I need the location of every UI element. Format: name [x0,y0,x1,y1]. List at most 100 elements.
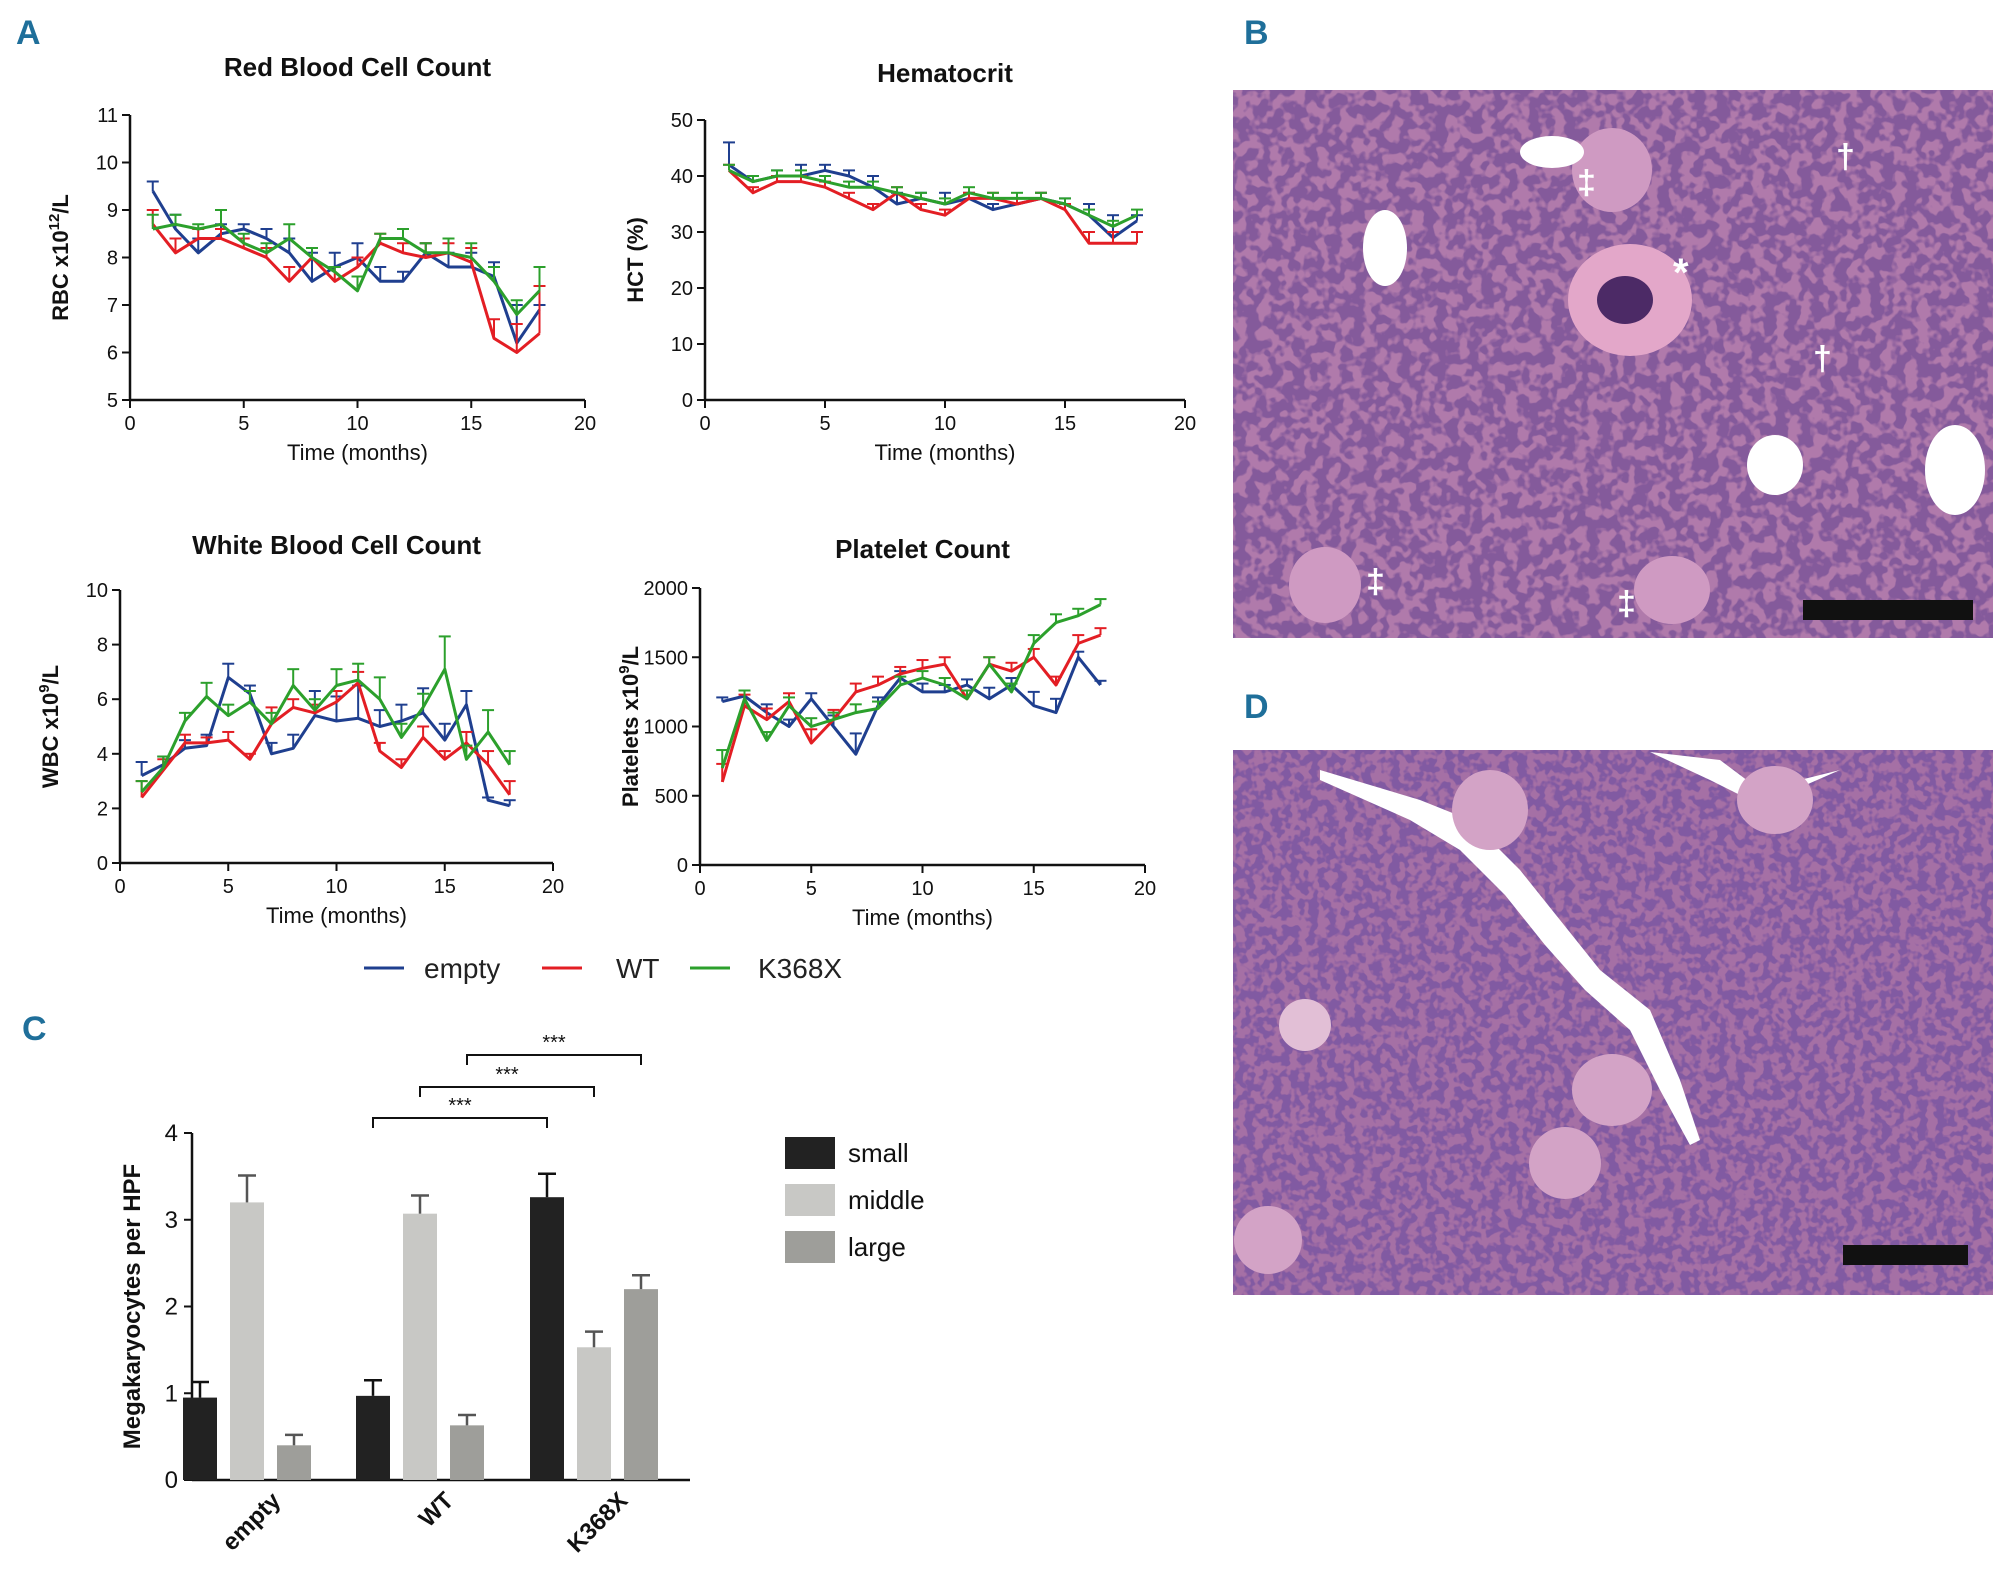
mk-significance-label: *** [448,1095,472,1117]
vessel-gap-d2 [1650,752,1840,805]
mk-significance-bracket [466,1054,642,1065]
mk-bar-wt-middle [403,1213,437,1480]
wbc-x-tick-label: 15 [434,876,456,898]
legend-label-empty: empty [424,953,500,984]
vessel-gap-b1 [1363,210,1407,286]
plt-y-tick-label: 500 [655,786,688,808]
megakaryocyte-d3 [1572,1054,1652,1126]
rbc-x-tick-label: 5 [238,413,249,435]
mk-bar-empty-large [277,1445,311,1480]
panel-letter-c: C [22,1010,47,1048]
plt-x-label: Time (months) [852,905,993,930]
marker-dagger-1: † [1836,138,1855,176]
mk-category-label: K368X [562,1487,633,1558]
rbc-y-tick-label: 10 [96,153,118,175]
marker-double-dagger-2: ‡ [1366,563,1385,601]
rbc-y-label-sup: 12 [46,214,63,231]
wbc-x-tick-label: 0 [114,876,125,898]
wbc-y-tick-label: 10 [86,580,108,602]
mk-significance-bracket [372,1117,548,1128]
megakaryocyte-d6 [1279,999,1331,1051]
plt-title: Platelet Count [835,534,1010,564]
rbc-x-tick-label: 10 [346,413,368,435]
mk-bar-k368x-small [530,1197,564,1480]
plt-series-wt [720,633,1102,783]
wbc-x-tick-label: 5 [223,876,234,898]
mk-y-tick-label: 2 [165,1294,178,1321]
wbc-y-label: WBC x109/L [36,665,63,788]
mk-significance-bracket [419,1086,595,1097]
hct-title: Hematocrit [877,58,1013,88]
hct-series-k368x [728,169,1138,228]
legend-label-wt: WT [616,953,660,984]
wbc-title: White Blood Cell Count [192,530,481,560]
panel-letter-d: D [1244,688,1269,726]
hct-y-tick-label: 40 [671,166,693,188]
wbc-series-empty [141,675,511,808]
hct-chart: Hematocrit 0 10 20 30 40 50 0 5 10 15 20 Time (month… [623,58,1196,465]
wbc-y-tick-label: 0 [97,853,108,875]
rbc-series-empty [151,190,541,345]
vessel-gap-b2 [1747,435,1803,495]
megakaryocyte-d2 [1737,766,1813,834]
mk-y-tick-label: 1 [165,1380,178,1407]
hct-series-wt [727,169,1137,245]
mk-bar-k368x-middle [577,1347,611,1480]
mk-y-label: Megakaryocytes per HPF [119,1164,146,1449]
panel-letter-a: A [16,14,41,52]
rbc-x-label: Time (months) [287,440,428,465]
mk-y-tick-label: 3 [165,1207,178,1234]
mk-bar-wt-small [356,1395,390,1480]
wbc-x-tick-label: 20 [542,876,564,898]
micrograph-d [1233,750,1993,1295]
mk-bar-wt-large [450,1425,484,1480]
mk-y-tick-label: 4 [165,1120,178,1147]
wbc-series-k368x [140,667,511,793]
rbc-y-tick-label: 5 [107,390,118,412]
plt-x-tick-label: 0 [694,878,705,900]
rbc-y-label-main: RBC x10 [48,230,73,320]
rbc-x-tick-label: 0 [124,413,135,435]
megakaryocyte-d1 [1452,770,1528,850]
rbc-y-tick-label: 7 [107,295,118,317]
wbc-y-tick-label: 4 [97,744,108,766]
vessel-gap-b3 [1520,136,1584,168]
hct-y-label-main: HCT (%) [623,217,648,303]
platelet-chart: Platelet Count 0 500 1000 1500 2000 0 5 10 15 20 Ti… [616,534,1156,930]
mk-legend-swatch-middle [785,1184,835,1216]
hct-x-tick-label: 5 [819,413,830,435]
mk-bar-empty-small [183,1397,217,1480]
rbc-x-tick-label: 20 [574,413,596,435]
marker-double-dagger-1: ‡ [1577,164,1596,202]
plt-series-k368x [720,603,1102,769]
megakaryocyte-b3 [1289,547,1361,623]
megakaryocyte-d5 [1234,1206,1302,1274]
plt-y-tick-label: 1000 [644,717,689,739]
wbc-y-tick-label: 2 [97,798,108,820]
wbc-y-label-sup: 9 [36,684,53,692]
mk-legend-swatch-small [785,1137,835,1169]
line-legend: empty WT K368X [364,953,842,984]
rbc-y-label: RBC x1012/L [46,194,73,321]
legend-label-k368x: K368X [758,953,842,984]
hct-x-label: Time (months) [875,440,1016,465]
marker-asterisk: * [1673,251,1689,295]
rbc-y-tick-label: 11 [97,105,118,127]
plt-y-tick-label: 1500 [644,647,689,669]
mk-significance-label: *** [542,1032,566,1054]
megakaryocyte-b1-nucleus [1597,276,1653,324]
mk-legend-label-large: large [848,1232,906,1262]
hct-x-tick-label: 15 [1054,413,1076,435]
mk-bar-k368x-large [624,1289,658,1480]
plt-x-tick-label: 5 [806,878,817,900]
megakaryocyte-bar-chart: 0 1 2 3 4 Megakaryocytes per HPF empty WT K368X *… [119,1032,925,1558]
rbc-x-tick-label: 15 [460,413,482,435]
hct-x-tick-label: 10 [934,413,956,435]
rbc-title: Red Blood Cell Count [224,52,492,82]
hct-y-label: HCT (%) [623,217,648,303]
marker-double-dagger-3: ‡ [1617,585,1636,623]
wbc-series-wt [140,681,511,799]
mk-legend-label-middle: middle [848,1185,925,1215]
plt-y-label: Platelets x109/L [616,646,643,807]
